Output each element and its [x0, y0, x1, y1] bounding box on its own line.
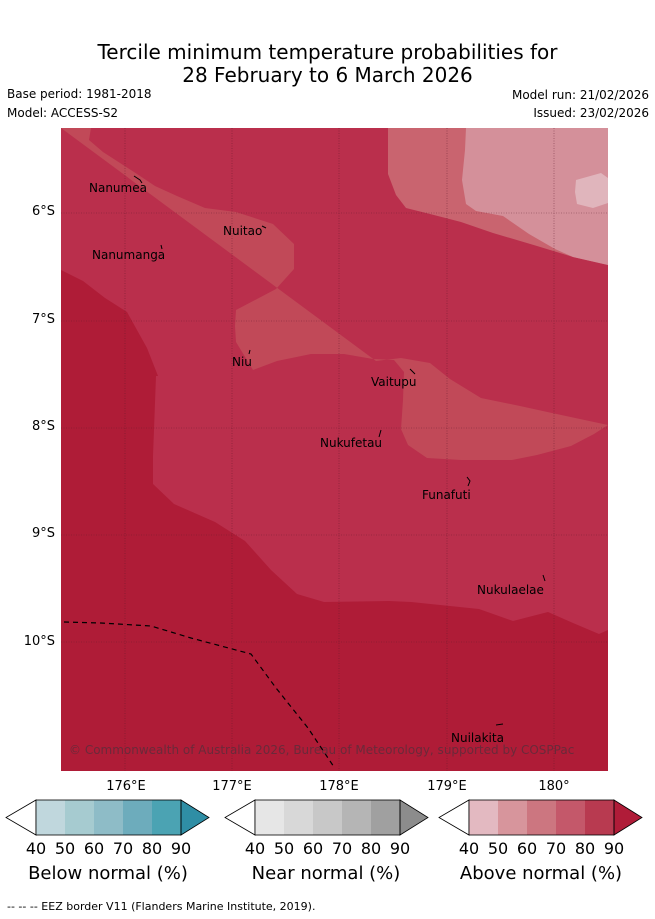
island-label: Funafuti [422, 488, 471, 502]
colorbar-below [5, 799, 210, 836]
colorbar-segment [65, 800, 94, 835]
island-shape-niu [248, 349, 251, 355]
issued-date: Issued: 23/02/2026 [533, 106, 649, 120]
island-shapes [133, 175, 546, 726]
colorbar-outline [35, 799, 182, 836]
island-shape-nuitao [261, 225, 267, 229]
graticule [61, 128, 608, 771]
island-shape-vaitupu [409, 368, 416, 375]
copyright-notice: © Commonwealth of Australia 2026, Bureau… [69, 743, 574, 757]
colorbar-near-tick: 40 [244, 839, 266, 858]
colorbar-segment [556, 800, 585, 835]
colorbar-segment [342, 800, 371, 835]
colorbar-segment [152, 800, 181, 835]
colorbar-segment [284, 800, 313, 835]
colorbar-extend-low [5, 799, 37, 836]
map-title: Tercile minimum temperature probabilitie… [0, 41, 655, 87]
island-label: Nanumea [89, 181, 147, 195]
island-label: Nuilakita [451, 731, 504, 745]
model-name: Model: ACCESS-S2 [7, 106, 119, 120]
colorbar-below-tick: 50 [54, 839, 76, 858]
colorbars [5, 799, 643, 836]
colorbar-outline [468, 799, 615, 836]
lat-label-10s: 10°S [23, 634, 55, 649]
colorbar-above-tick: 80 [574, 839, 596, 858]
island-label: Vaitupu [371, 375, 417, 389]
island-shape-nukufetau [378, 429, 382, 438]
colorbar-above-tick: 60 [516, 839, 538, 858]
lon-label-178e: 178°E [319, 779, 359, 794]
colorbar-below-tick: 80 [141, 839, 163, 858]
lon-label-177e: 177°E [212, 779, 252, 794]
lon-label-179e: 179°E [427, 779, 467, 794]
island-label: Nanumanga [92, 248, 165, 262]
colorbar-extend-low [224, 799, 256, 836]
colorbar-below-tick: 70 [112, 839, 134, 858]
colorbar-below-tick: 40 [25, 839, 47, 858]
colorbar-extend-high [399, 799, 429, 836]
colorbar-segment [585, 800, 614, 835]
model-run: Model run: 21/02/2026 [511, 88, 649, 102]
eez-footnote: -- -- -- EEZ border V11 (Flanders Marine… [7, 900, 316, 913]
lat-label-6s: 6°S [31, 204, 55, 219]
colorbar-segment [255, 800, 284, 835]
title-line-1: Tercile minimum temperature probabilitie… [97, 40, 558, 64]
island-shape-funafuti [466, 476, 471, 487]
lon-label-176e: 176°E [106, 779, 146, 794]
colorbar-near-tick: 90 [389, 839, 411, 858]
colorbar-near-tick: 60 [302, 839, 324, 858]
colorbar-outline [254, 799, 401, 836]
island-shape-nanumea [133, 175, 143, 184]
colorbar-above-tick: 90 [603, 839, 625, 858]
colorbar-near-title: Near normal (%) [251, 863, 401, 884]
island-label: Nukufetau [320, 436, 382, 450]
island-label: Niu [232, 355, 252, 369]
lat-label-7s: 7°S [31, 312, 55, 327]
colorbar-extend-high [613, 799, 643, 836]
island-shape-nanumanga [160, 244, 163, 250]
colorbar-near [224, 799, 429, 836]
base-period: Base period: 1981-2018 [7, 87, 152, 101]
colorbar-below-title: Below normal (%) [28, 863, 188, 884]
island-shape-nukulaelae [542, 574, 546, 582]
colorbar-segment [371, 800, 400, 835]
colorbar-near-tick: 70 [331, 839, 353, 858]
colorbar-above [438, 799, 643, 836]
island-labels: Nanumea Nuitao Nanumanga Niu Vaitupu Nuk… [89, 181, 544, 745]
colorbar-segment [94, 800, 123, 835]
title-line-2: 28 February to 6 March 2026 [182, 63, 473, 87]
zone-above-70 [61, 128, 608, 460]
colorbar-below-tick: 90 [170, 839, 192, 858]
colorbar-segment [313, 800, 342, 835]
colorbar-segment [36, 800, 65, 835]
lon-label-180: 180° [538, 779, 570, 794]
colorbar-above-tick: 40 [458, 839, 480, 858]
colorbar-extend-low [438, 799, 470, 836]
island-label: Nuitao [223, 224, 262, 238]
colorbar-above-tick: 70 [545, 839, 567, 858]
eez-border [63, 621, 335, 768]
colorbar-above-tick: 50 [487, 839, 509, 858]
colorbar-below-tick: 60 [83, 839, 105, 858]
colorbar-near-tick: 50 [273, 839, 295, 858]
map-panel: Nanumea Nuitao Nanumanga Niu Vaitupu Nuk… [61, 128, 608, 771]
colorbar-segment [123, 800, 152, 835]
colorbar-extend-high [180, 799, 210, 836]
zone-above-50 [462, 128, 608, 265]
colorbar-near-tick: 80 [360, 839, 382, 858]
zone-above-40 [575, 173, 608, 208]
colorbar-above-title: Above normal (%) [459, 863, 623, 884]
zone-above-80 [61, 128, 608, 634]
lat-label-8s: 8°S [31, 419, 55, 434]
colorbar-segment [469, 800, 498, 835]
colorbar-segment [498, 800, 527, 835]
lat-label-9s: 9°S [31, 526, 55, 541]
colorbar-segment [527, 800, 556, 835]
island-label: Nukulaelae [477, 583, 544, 597]
island-shape-nuilakita [495, 723, 504, 726]
